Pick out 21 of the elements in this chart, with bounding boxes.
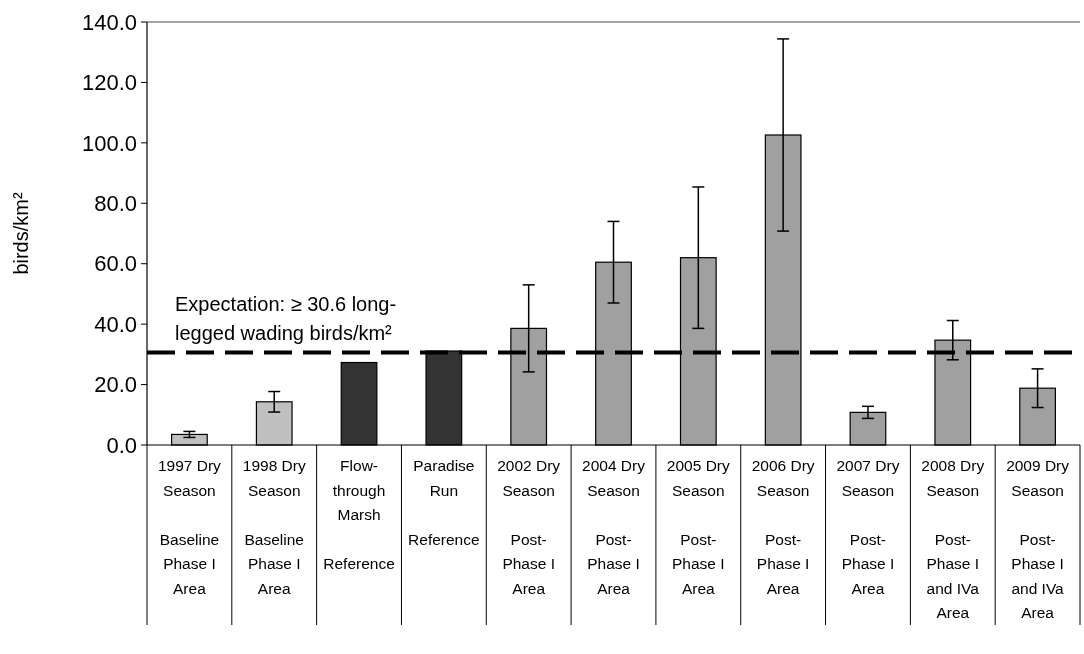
category-label: Paradise Run Reference xyxy=(408,457,480,548)
category-label: 2008 Dry Season Post- Phase I and IVa Area xyxy=(921,457,985,621)
category-label: 2005 Dry Season Post- Phase I Area xyxy=(666,457,730,597)
category-label: 2006 Dry Season Post- Phase I Area xyxy=(751,457,815,597)
y-tick-label: 120.0 xyxy=(81,70,137,96)
category-label: 2007 Dry Season Post- Phase I Area xyxy=(836,457,900,597)
y-tick-label: 0.0 xyxy=(106,432,137,458)
y-tick-label: 40.0 xyxy=(94,311,137,337)
category-label: Flow- through Marsh Reference xyxy=(323,457,395,572)
category-label: 2004 Dry Season Post- Phase I Area xyxy=(582,457,645,597)
y-tick-label: 100.0 xyxy=(81,130,137,156)
category-label: 1998 Dry Season Baseline Phase I Area xyxy=(242,457,306,597)
y-tick-label: 60.0 xyxy=(94,251,137,277)
y-tick-label: 20.0 xyxy=(94,372,137,398)
category-label: 1997 Dry Season Baseline Phase I Area xyxy=(157,457,221,597)
y-axis-title: birds/km² xyxy=(10,192,32,275)
y-tick-label: 80.0 xyxy=(94,190,137,216)
y-tick-label: 140.0 xyxy=(81,9,137,35)
category-label: 2002 Dry Season Post- Phase I Area xyxy=(497,457,561,597)
category-label: 2009 Dry Season Post- Phase I and IVa Area xyxy=(1006,457,1070,621)
ref-line-label: Expectation: ≥ 30.6 long- legged wading birds/km² xyxy=(175,292,397,344)
